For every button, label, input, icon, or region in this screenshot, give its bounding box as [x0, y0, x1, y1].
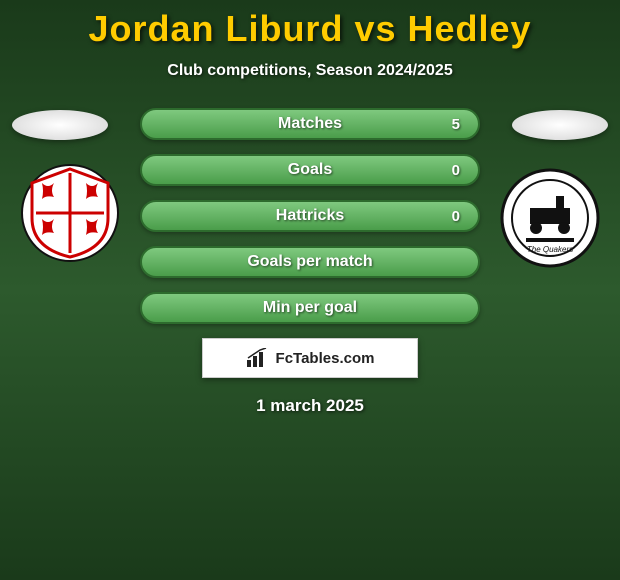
chart-icon — [246, 348, 270, 368]
stat-right-value: 5 — [420, 116, 460, 133]
stat-right-value: 0 — [420, 208, 460, 225]
brand-badge: FcTables.com — [202, 338, 418, 378]
brand-text: FcTables.com — [276, 350, 375, 367]
stat-label: Min per goal — [263, 299, 357, 317]
stat-label: Goals per match — [247, 253, 372, 271]
stat-label: Matches — [278, 115, 342, 133]
stat-bar-goals-per-match: Goals per match — [140, 246, 480, 278]
subtitle: Club competitions, Season 2024/2025 — [0, 62, 620, 80]
stat-bar-hattricks: Hattricks 0 — [140, 200, 480, 232]
comparison-content: The Quakers Matches 5 Goals 0 Hattricks … — [0, 108, 620, 416]
club-crest-left — [20, 163, 120, 263]
stat-label: Goals — [288, 161, 332, 179]
country-badge-left — [12, 110, 108, 140]
stat-label: Hattricks — [276, 207, 344, 225]
page-title: Jordan Liburd vs Hedley — [0, 0, 620, 50]
stat-bar-goals: Goals 0 — [140, 154, 480, 186]
stat-right-value: 0 — [420, 162, 460, 179]
stat-bar-matches: Matches 5 — [140, 108, 480, 140]
stat-bar-min-per-goal: Min per goal — [140, 292, 480, 324]
crest-right-label: The Quakers — [527, 245, 573, 254]
country-badge-right — [512, 110, 608, 140]
date-label: 1 march 2025 — [0, 396, 620, 416]
club-crest-right: The Quakers — [500, 168, 600, 268]
